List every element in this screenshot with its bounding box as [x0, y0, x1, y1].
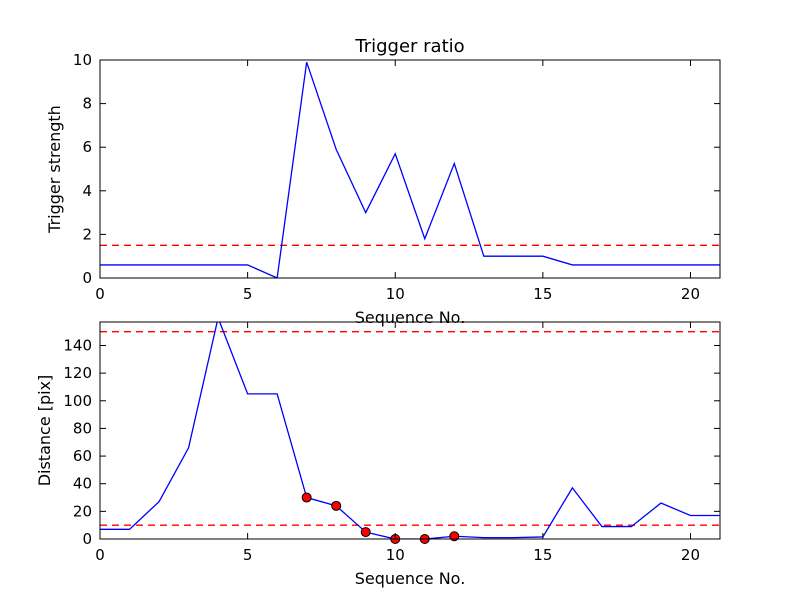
data-point-marker — [331, 500, 342, 511]
y-tick-label: 120 — [63, 364, 92, 382]
data-point-marker — [301, 492, 312, 503]
x-tick-label: 5 — [243, 285, 253, 303]
y-tick-label: 80 — [73, 419, 92, 437]
plot-area — [100, 61, 720, 278]
y-tick-label: 60 — [73, 447, 92, 465]
x-axis-label: Sequence No. — [355, 569, 466, 588]
charts: 0 5 10 15 20 0 2 4 6 8 10 Trigger ratio Sequence No.… — [35, 36, 721, 588]
data-point-marker — [449, 531, 460, 542]
x-tick-label: 20 — [681, 285, 700, 303]
x-tick-label: 15 — [533, 285, 552, 303]
y-tick-label: 0 — [82, 269, 92, 287]
y-tick-label: 8 — [82, 95, 92, 113]
x-tick-label: 20 — [681, 546, 700, 564]
series-line-1 — [100, 61, 720, 278]
y-tick-label: 40 — [73, 475, 92, 493]
x-tick-label: 0 — [95, 285, 105, 303]
chart-1: 0 5 10 15 20 0 2 4 6 8 10 Trigger ratio Sequence No.… — [45, 36, 721, 327]
data-point-marker — [360, 527, 371, 538]
x-tick-label: 0 — [95, 546, 105, 564]
axes-frame — [99, 321, 721, 540]
y-axis-label: Trigger strength — [45, 105, 64, 234]
series-line-1 — [100, 322, 720, 539]
x-tick-label: 10 — [386, 285, 405, 303]
y-tick-label: 10 — [73, 51, 92, 69]
y-tick-label: 20 — [73, 502, 92, 520]
y-tick-label: 0 — [82, 530, 92, 548]
y-tick-label: 4 — [82, 182, 92, 200]
axes-frame — [99, 59, 721, 279]
y-axis-label: Distance [pix] — [35, 375, 54, 487]
chart-2: 0 5 10 15 20 0 20 40 60 80 100 120 140 Sequence No. Di… — [35, 321, 721, 588]
x-axis-label: Sequence No. — [355, 308, 466, 327]
y-tick-label: 6 — [82, 138, 92, 156]
y-tick-label: 100 — [63, 392, 92, 410]
x-tick-label: 15 — [533, 546, 552, 564]
x-tick-label: 5 — [243, 546, 253, 564]
x-tick-label: 10 — [386, 546, 405, 564]
y-tick-label: 140 — [63, 336, 92, 354]
chart-title: Trigger ratio — [354, 36, 464, 57]
plot-area — [100, 322, 720, 539]
y-tick-label: 2 — [82, 225, 92, 243]
